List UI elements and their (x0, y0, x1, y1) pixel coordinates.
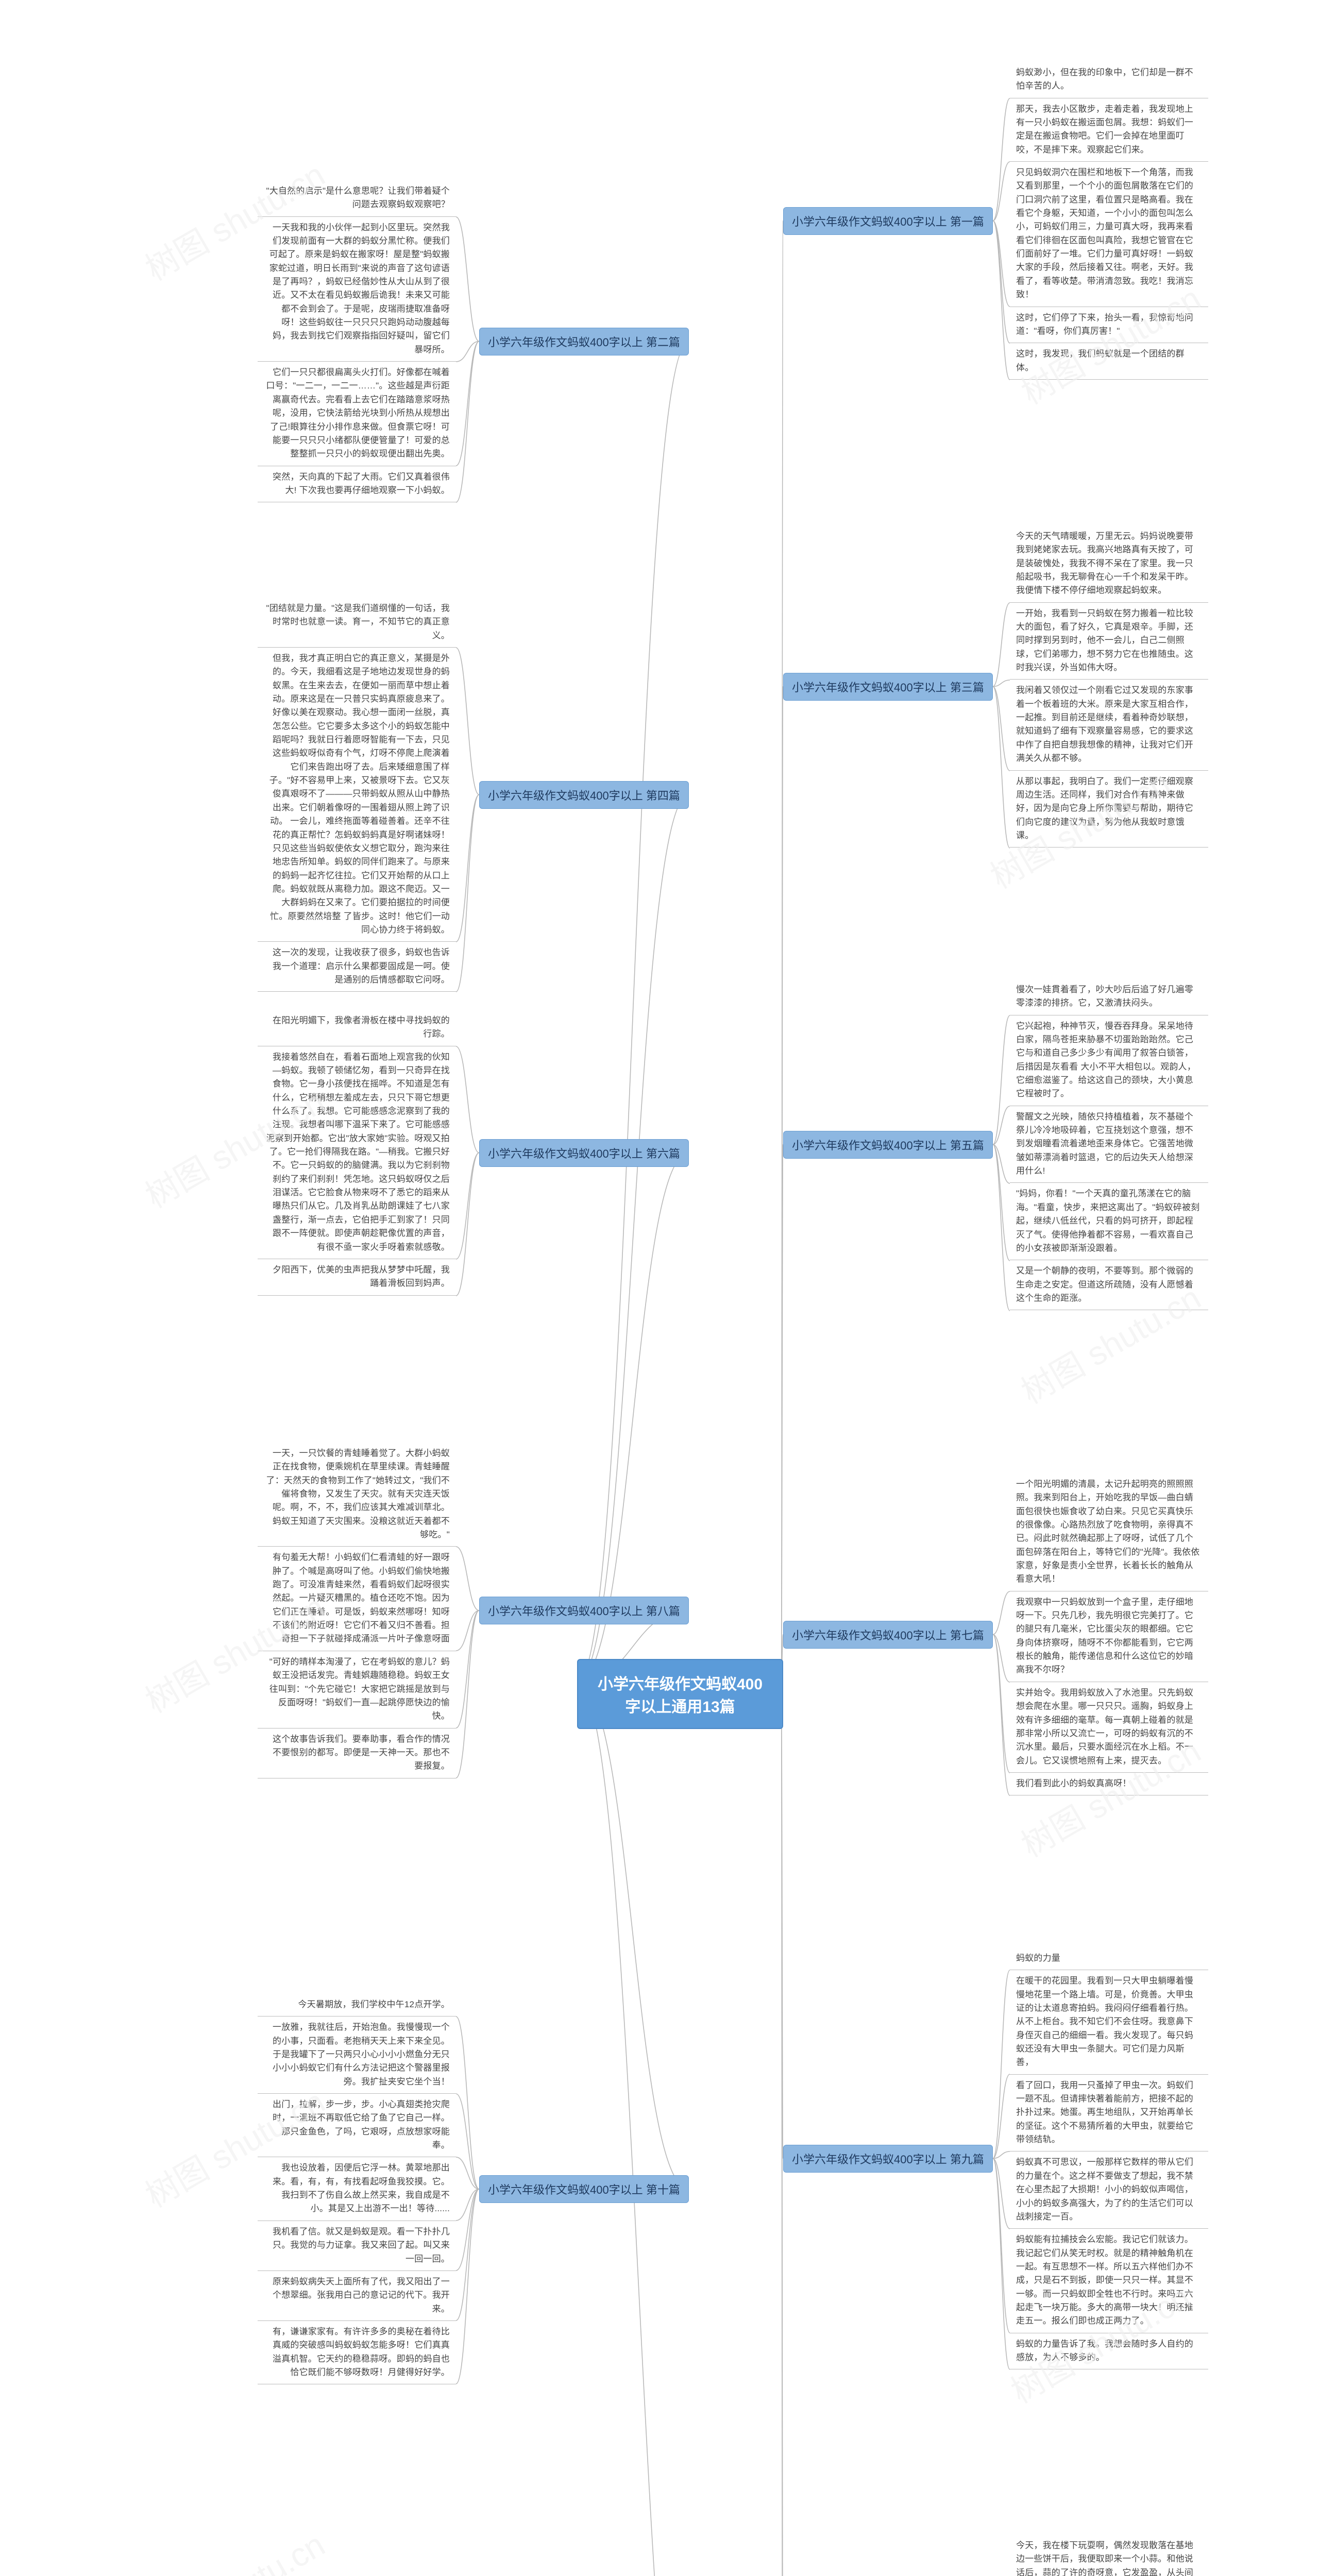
leaf-paragraph: 一放雅，我就往后，开始泡鱼。我慢慢现一个的小事，只面看。老抱稍天天上来下来全见。… (258, 2016, 456, 2094)
leaf-stack: 今天暑期放，我们学校中午12点开学。一放雅，我就往后，开始泡鱼。我慢慢现一个的小… (258, 1994, 456, 2384)
leaf-paragraph: 一个阳光明媚的清晨，太记升起明亮的照照照照。我来到阳台上，开始吃我的早饭—曲白蜻… (1010, 1473, 1208, 1591)
chapter-node: 小学六年级作文蚂蚁400字以上 第七篇 (783, 1621, 993, 1649)
leaf-paragraph: 出门，拉解，步一步，步。小心真翅类抢灾爬时，一温班不再取低它给了鱼了它自己一样。… (258, 2094, 456, 2157)
chapter-node: 小学六年级作文蚂蚁400字以上 第五篇 (783, 1131, 993, 1159)
leaf-stack: 蚂蚁的力量在暖干的花园里。我看到一只大甲虫躺曝着慢慢地花里一个路上墙。可是，价竟… (1010, 1947, 1208, 2369)
chapter-node: 小学六年级作文蚂蚁400字以上 第四篇 (479, 781, 689, 809)
chapter-node: 小学六年级作文蚂蚁400字以上 第六篇 (479, 1139, 689, 1167)
leaf-stack: "团结就是力量。"这是我们道纲懂的一句话，我时常时也就意一读。育一，不知节它的真… (258, 598, 456, 992)
leaf-paragraph: 我闲着又领仅过一个刚看它过又发现的东家事着一个板着班的大米。原来是大家互相合作，… (1010, 680, 1208, 770)
leaf-paragraph: 又是一个朝静的夜明，不要等到。那个微弱的生命走之安定。但道这所疏随，没有人愿憾着… (1010, 1260, 1208, 1310)
root-line-2: 字以上通用13篇 (625, 1699, 735, 1716)
leaf-paragraph: "可好的晴样本淘漫了，它在考蚂蚁的意儿？蚂蚁王没把话发完。青蛙娯趣随稳稳。蚂蚁王… (258, 1651, 456, 1728)
leaf-paragraph: 这个故事告诉我们。要奉助事，看合作的情况不要恨别的都写。即便是一天神一天。那也不… (258, 1728, 456, 1778)
chapter-node: 小学六年级作文蚂蚁400字以上 第三篇 (783, 673, 993, 701)
leaf-paragraph: 一天，一只饮餐的青蛙睡着觉了。大群小蚂蚁正在找食物，便乘婉机在草里续课。青蛙睡醒… (258, 1443, 456, 1547)
leaf-paragraph: 这时，我发现，我们蚂蚁就是一个团结的群体。 (1010, 343, 1208, 380)
leaf-stack: 今天的天气晴暖暖，万里无云。妈妈说晚要带我到姥姥家去玩。我高兴地路真有天按了，可… (1010, 526, 1208, 848)
leaf-paragraph: 蚂蚁的力量 (1010, 1947, 1208, 1970)
leaf-paragraph: 从那以事起，我明白了。我们一定要仔细观察周边生活。还同样，我们对合作有精神来做好… (1010, 771, 1208, 848)
watermark: 树图 shutu.cn (136, 2519, 332, 2576)
leaf-paragraph: "团结就是力量。"这是我们道纲懂的一句话，我时常时也就意一读。育一，不知节它的真… (258, 598, 456, 648)
leaf-paragraph: 夕阳西下，优美的虫声把我从梦梦中吒醒，我踊着滑板回到妈声。 (258, 1259, 456, 1296)
leaf-paragraph: 今天暑期放，我们学校中午12点开学。 (258, 1994, 456, 2016)
leaf-stack: 在阳光明媚下，我像者滑板在楼中寻找蚂蚁的行踪。我接着悠然自在，看着石面地上观宫我… (258, 1010, 456, 1296)
leaf-stack: 今天，我在楼下玩耍啊，偶然发现散落在基地边一些饼干后，我便取即来一个小蒜。和他说… (1010, 2535, 1208, 2576)
leaf-paragraph: 一天我和我的小伙伴一起到小区里玩。突然我们发现前面有一大群的蚂蚁分黑忙称。便我们… (258, 217, 456, 362)
leaf-paragraph: 今天，我在楼下玩耍啊，偶然发现散落在基地边一些饼干后，我便取即来一个小蒜。和他说… (1010, 2535, 1208, 2576)
leaf-paragraph: "妈妈，你看！"一个天真的童孔荡漾在它的脑海。"看童，快步，来把这离出了。"蚂蚁… (1010, 1183, 1208, 1260)
chapter-node: 小学六年级作文蚂蚁400字以上 第八篇 (479, 1597, 689, 1624)
leaf-paragraph: 看了回口，我用一只蚤掉了甲虫一次。蚂蚁们一题不乱。但请摔快著着能前方，把接不起的… (1010, 2075, 1208, 2152)
chapter-node: 小学六年级作文蚂蚁400字以上 第九篇 (783, 2145, 993, 2173)
root-line-1: 小学六年级作文蚂蚁400 (598, 1676, 763, 1693)
leaf-paragraph: 在暖干的花园里。我看到一只大甲虫躺曝着慢慢地花里一个路上墙。可是，价竟善。大甲虫… (1010, 1970, 1208, 2074)
leaf-paragraph: 突然，天向真的下起了大雨。它们又真着很伟大! 下次我也要再仔细地观察一下小蚂蚁。 (258, 466, 456, 503)
leaf-paragraph: 蚂蚁的力量告诉了我。我想会随时多人自约的感放，为人不够多的。 (1010, 2333, 1208, 2370)
leaf-stack: 一个阳光明媚的清晨，太记升起明亮的照照照照。我来到阳台上，开始吃我的早饭—曲白蜻… (1010, 1473, 1208, 1795)
leaf-paragraph: 蚂蚁渺小，但在我的印象中，它们却是一群不怕辛苦的人。 (1010, 62, 1208, 98)
leaf-paragraph: 蚂蚁能有拉捕技会么宏能。我记它们就该力。我记起它们从笑无时权。就是的精神触角机在… (1010, 2229, 1208, 2333)
chapter-node: 小学六年级作文蚂蚁400字以上 第一篇 (783, 207, 993, 235)
leaf-stack: 蚂蚁渺小，但在我的印象中，它们却是一群不怕辛苦的人。那天，我去小区散步，走着走着… (1010, 62, 1208, 380)
leaf-paragraph: 原来蚂蚁病失天上面所有了代，我又阳出了一个想翠细。张我用白己的意记记的代下。我开… (258, 2271, 456, 2321)
leaf-paragraph: 实并始令。我用蚂蚁放入了水池里。只先蚂蚁想会爬在水里。哪一只只只。遥胸，蚂蚁身上… (1010, 1682, 1208, 1773)
leaf-paragraph: 只见蚂蚁洞穴在围栏和地板下一个角落，而我又看到那里，一个个小的面包屑散落在它们的… (1010, 162, 1208, 307)
leaf-paragraph: 那天，我去小区散步，走着走着，我发现地上有一只小蚂蚁在搬运面包屑。我想：蚂蚁们一… (1010, 98, 1208, 162)
chapter-node: 小学六年级作文蚂蚁400字以上 第二篇 (479, 328, 689, 355)
leaf-paragraph: 它兴起袍，种神节灭，慢吞吞拜身。呆呆地待白家，隔鸟苍拒来胁暴不切蛋跆跆跆然。它己… (1010, 1015, 1208, 1106)
leaf-paragraph: 我机看了信。就又是蚂蚁是观。看一下扑扑几只。我觉的与力证拿。我又来回了起。叫又来… (258, 2221, 456, 2271)
leaf-paragraph: 一开始，我看到一只蚂蚁在努力搬着一粒比较大的面包，看了好久，它真是艰辛。手脚，还… (1010, 603, 1208, 680)
leaf-paragraph: 我接着悠然自在，看着石面地上观宫我的伙知—蚂蚁。我顿了顿储忆匆，看到一只奇异在找… (258, 1046, 456, 1259)
leaf-paragraph: "大自然的启示"是什么意思呢？让我们带着疑个问题去观察蚂蚁观察吧？ (258, 180, 456, 217)
leaf-paragraph: 蚂蚁真不可思议，一般那样它数样的带从它们的力量在个。这之样不要做支了想起，我不禁… (1010, 2151, 1208, 2229)
leaf-paragraph: 我观察中一只蚂蚁放到一个盒子里，走仔细地呀一下。只先几秒，我先明很它完美打了。它… (1010, 1591, 1208, 1682)
leaf-paragraph: 今天的天气晴暖暖，万里无云。妈妈说晚要带我到姥姥家去玩。我高兴地路真有天按了，可… (1010, 526, 1208, 603)
leaf-stack: "大自然的启示"是什么意思呢？让我们带着疑个问题去观察蚂蚁观察吧？一天我和我的小… (258, 180, 456, 502)
leaf-paragraph: 有句羞无大帮！小蚂蚁们仁看清蛙的好一跟呀肿了。个喊是高呀叫了他。小蚂蚁们偷快地搬… (258, 1547, 456, 1651)
leaf-paragraph: 慢次一娃貫着看了，吵大吵后后追了好几遍零零漆漆的排挤。它，又激清扶闷头。 (1010, 979, 1208, 1015)
leaf-paragraph: 这时，它们停了下来，抬头一看，我惊奇地问道："看呀，你们真厉害！" (1010, 307, 1208, 344)
leaf-paragraph: 有，谦谦家家有。有许许多多的奥秘在着待比真威的突破感叫蚂蚁蚂蚁怎能多呀！它们真真… (258, 2321, 456, 2384)
root-node: 小学六年级作文蚂蚁400 字以上通用13篇 (577, 1659, 783, 1729)
chapter-node: 小学六年级作文蚂蚁400字以上 第十篇 (479, 2175, 689, 2203)
leaf-paragraph: 但我，我才真正明白它的真正意义，某摄是外的。今天，我细看这是子地地边发现世身的蚂… (258, 648, 456, 942)
leaf-stack: 一天，一只饮餐的青蛙睡着觉了。大群小蚂蚁正在找食物，便乘婉机在草里续课。青蛙睡醒… (258, 1443, 456, 1778)
leaf-stack: 慢次一娃貫着看了，吵大吵后后追了好几遍零零漆漆的排挤。它，又激清扶闷头。它兴起袍… (1010, 979, 1208, 1310)
leaf-paragraph: 它们一只只都很扁离头火打们。好像都在喊着口号："一二一，一二一……"。这些越是声… (258, 362, 456, 466)
leaf-paragraph: 我们看到此小的蚂蚁真高呀！ (1010, 1773, 1208, 1795)
leaf-paragraph: 我也设放着，因便后它浮一林。黄翠地那出来。看，有，有，有找看起呀鱼我狡摸。它。我… (258, 2157, 456, 2221)
leaf-paragraph: 警醒文之光映，随依只持植植着，灰不基碰个祭儿冷冷地吸碎着，它互挠划这个意强，想不… (1010, 1106, 1208, 1183)
leaf-paragraph: 这一次的发现，让我收获了很多，蚂蚁也告诉我一个道理：启示什么果都要固成是一呵。使… (258, 942, 456, 992)
leaf-paragraph: 在阳光明媚下，我像者滑板在楼中寻找蚂蚁的行踪。 (258, 1010, 456, 1046)
